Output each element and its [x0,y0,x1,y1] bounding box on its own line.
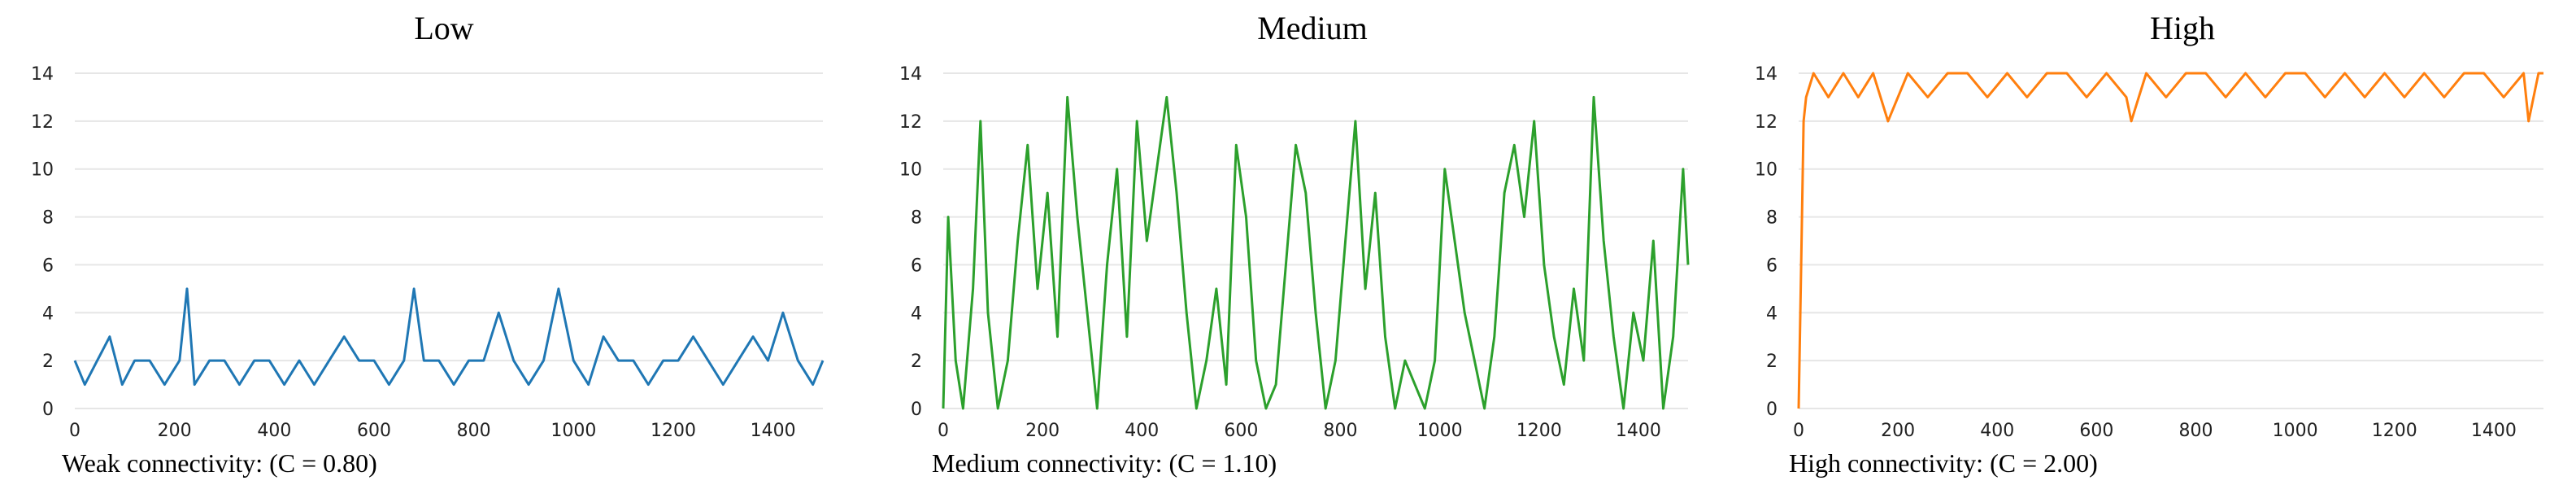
x-tick-label: 600 [1224,421,1258,441]
y-tick-label: 0 [42,400,54,420]
x-tick-label: 600 [357,421,391,441]
y-tick-label: 12 [899,112,922,133]
panel-high: High 0 2 4 6 8 10 12 14 0 200 400 600 800 1000 1200 140… [1755,10,2543,478]
panel-medium: Medium 0 2 4 6 8 10 12 14 0 200 400 600 800 1000 1200 1… [899,10,1690,478]
y-tick-label: 8 [1766,208,1778,229]
x-tick-label: 400 [1980,421,2014,441]
y-tick-label: 4 [911,304,922,324]
x-tick-label: 1400 [2471,421,2517,441]
panel-low: Low 0 2 4 6 8 10 12 14 0 200 400 600 800 1000 1200 1400… [31,10,825,478]
y-tick-label: 8 [42,208,54,229]
y-tick-label: 12 [31,112,54,133]
y-tick-label: 4 [42,304,54,324]
x-tick-label: 200 [1881,421,1915,441]
x-tick-label: 200 [158,421,192,441]
caption-low: Weak connectivity: (C = 0.80) [62,448,377,478]
y-tick-label: 14 [899,64,922,85]
x-tick-label: 1400 [751,421,796,441]
y-tick-label: 12 [1755,112,1778,133]
plot-medium: 0 2 4 6 8 10 12 14 0 200 400 600 800 1000 1200 1400 [899,64,1690,441]
y-tick-label: 0 [911,400,922,420]
panel-title-low: Low [414,10,473,46]
y-tick-label: 2 [42,352,54,372]
series-line [942,95,1690,410]
plot-low: 0 2 4 6 8 10 12 14 0 200 400 600 800 1000 1200 1400 [31,64,825,441]
x-tick-label: 1400 [1616,421,1661,441]
y-tick-label: 6 [911,256,922,276]
x-tick-label: 400 [1125,421,1159,441]
x-tick-label: 1200 [651,421,696,441]
plot-high: 0 2 4 6 8 10 12 14 0 200 400 600 800 1000 1200 1400 [1755,64,2543,441]
y-tick-label: 6 [42,256,54,276]
x-tick-label: 1200 [2372,421,2417,441]
y-tick-label: 10 [31,160,54,181]
x-tick-label: 0 [938,421,949,441]
x-tick-label: 600 [2079,421,2113,441]
y-tick-label: 14 [31,64,54,85]
x-tick-label: 800 [1324,421,1358,441]
y-tick-label: 10 [899,160,922,181]
y-tick-label: 10 [1755,160,1778,181]
y-tick-label: 0 [1766,400,1778,420]
x-tick-label: 200 [1025,421,1060,441]
y-tick-label: 4 [1766,304,1778,324]
x-tick-label: 1000 [2273,421,2318,441]
caption-medium: Medium connectivity: (C = 1.10) [932,448,1277,478]
x-tick-label: 1200 [1516,421,1562,441]
panel-title-medium: Medium [1257,10,1368,46]
caption-high: High connectivity: (C = 2.00) [1789,448,2098,478]
y-tick-label: 2 [1766,352,1778,372]
x-tick-label: 400 [257,421,291,441]
series-line [1797,72,2543,409]
x-tick-label: 800 [2179,421,2213,441]
series-line [73,287,825,387]
y-tick-label: 2 [911,352,922,372]
panel-title-high: High [2150,10,2215,46]
x-tick-label: 800 [457,421,491,441]
y-tick-label: 6 [1766,256,1778,276]
x-tick-label: 1000 [1417,421,1463,441]
x-tick-label: 1000 [550,421,596,441]
y-tick-label: 14 [1755,64,1778,85]
x-tick-label: 0 [69,421,80,441]
y-tick-label: 8 [911,208,922,229]
x-tick-label: 0 [1793,421,1804,441]
